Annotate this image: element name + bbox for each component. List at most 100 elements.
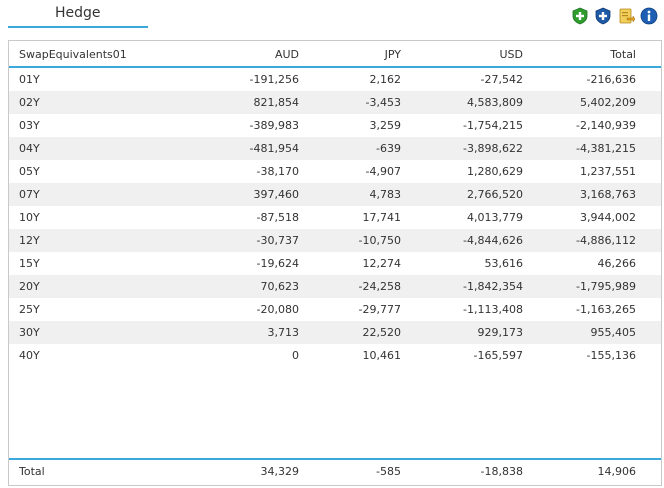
table-cell: -4,381,215: [576, 142, 636, 155]
table-cell: -3,453: [365, 96, 401, 109]
table-row[interactable]: 40Y 0 10,461 -165,597 -155,136: [9, 344, 661, 367]
row-label: 40Y: [19, 349, 40, 362]
table-cell: -191,256: [249, 73, 299, 86]
row-label: 01Y: [19, 73, 40, 86]
row-label: 02Y: [19, 96, 40, 109]
header-divider: [9, 66, 661, 68]
row-label: 05Y: [19, 165, 40, 178]
table-cell: 3,944,002: [580, 211, 636, 224]
table-cell: 3,713: [267, 326, 300, 339]
table-row[interactable]: 15Y -19,624 12,274 53,616 46,266: [9, 252, 661, 275]
toolbar: [571, 7, 658, 25]
table-row[interactable]: 02Y 821,854 -3,453 4,583,809 5,402,209: [9, 91, 661, 114]
row-label: 10Y: [19, 211, 40, 224]
table-cell: 12,274: [362, 257, 402, 270]
table-cell: 821,854: [253, 96, 300, 109]
table-cell: -1,754,215: [463, 119, 523, 132]
footer-cell: Total: [19, 465, 45, 478]
tab-hedge[interactable]: Hedge: [8, 0, 148, 28]
table-row[interactable]: 04Y -481,954 -639 -3,898,622 -4,381,215: [9, 137, 661, 160]
table-cell: 3,259: [369, 119, 402, 132]
table-cell: -19,624: [256, 257, 299, 270]
table-row[interactable]: 20Y 70,623 -24,258 -1,842,354 -1,795,989: [9, 275, 661, 298]
table-cell: -165,597: [473, 349, 523, 362]
table-cell: 2,162: [369, 73, 402, 86]
table-cell: 5,402,209: [580, 96, 636, 109]
table-cell: -30,737: [256, 234, 299, 247]
table-cell: -20,080: [256, 303, 299, 316]
row-label: 12Y: [19, 234, 40, 247]
table-cell: -3,898,622: [463, 142, 523, 155]
column-header[interactable]: SwapEquivalents01: [19, 48, 127, 61]
footer-cell: -585: [376, 465, 401, 478]
table-row[interactable]: 10Y -87,518 17,741 4,013,779 3,944,002: [9, 206, 661, 229]
table-cell: -87,518: [256, 211, 299, 224]
table-cell: -29,777: [358, 303, 401, 316]
table-cell: 70,623: [260, 280, 300, 293]
table-cell: -38,170: [256, 165, 299, 178]
table-cell: -24,258: [358, 280, 401, 293]
row-label: 30Y: [19, 326, 40, 339]
table-cell: 397,460: [253, 188, 300, 201]
footer-cell: 34,329: [260, 465, 300, 478]
table-cell: 17,741: [362, 211, 402, 224]
footer-cell: -18,838: [480, 465, 523, 478]
row-label: 04Y: [19, 142, 40, 155]
table-cell: 4,583,809: [467, 96, 523, 109]
table-cell: -481,954: [249, 142, 299, 155]
column-header[interactable]: JPY: [384, 48, 401, 61]
table-cell: 53,616: [484, 257, 524, 270]
column-header[interactable]: AUD: [274, 48, 299, 61]
table-cell: 22,520: [362, 326, 402, 339]
table-cell: -4,907: [365, 165, 401, 178]
table-row[interactable]: 01Y -191,256 2,162 -27,542 -216,636: [9, 68, 661, 91]
hedge-grid: SwapEquivalents01 AUD JPY USD Total 01Y -…: [8, 40, 662, 486]
table-cell: -216,636: [586, 73, 636, 86]
column-header[interactable]: USD: [499, 48, 523, 61]
row-label: 25Y: [19, 303, 40, 316]
table-cell: -4,886,112: [576, 234, 636, 247]
footer-cell: 14,906: [597, 465, 637, 478]
table-cell: -2,140,939: [576, 119, 636, 132]
table-cell: 3,168,763: [580, 188, 636, 201]
table-cell: 1,237,551: [580, 165, 636, 178]
table-cell: 955,405: [590, 326, 637, 339]
table-row[interactable]: 03Y -389,983 3,259 -1,754,215 -2,140,939: [9, 114, 661, 137]
row-label: 03Y: [19, 119, 40, 132]
table-cell: 4,783: [369, 188, 402, 201]
table-cell: 0: [292, 349, 299, 362]
row-label: 15Y: [19, 257, 40, 270]
table-row[interactable]: 07Y 397,460 4,783 2,766,520 3,168,763: [9, 183, 661, 206]
table-row[interactable]: 05Y -38,170 -4,907 1,280,629 1,237,551: [9, 160, 661, 183]
table-cell: 1,280,629: [467, 165, 523, 178]
table-row[interactable]: 12Y -30,737 -10,750 -4,844,626 -4,886,112: [9, 229, 661, 252]
table-cell: -27,542: [480, 73, 523, 86]
table-cell: 4,013,779: [467, 211, 523, 224]
tab-hedge-label: Hedge: [55, 5, 101, 21]
table-cell: -1,163,265: [576, 303, 636, 316]
footer-divider: [9, 458, 661, 460]
table-footer: Total 34,329 -585 -18,838 14,906: [9, 460, 661, 483]
table-row[interactable]: 30Y 3,713 22,520 929,173 955,405: [9, 321, 661, 344]
column-header[interactable]: Total: [610, 48, 636, 61]
add-green-icon[interactable]: [571, 7, 589, 25]
table-cell: -1,795,989: [576, 280, 636, 293]
panel-header: Hedge: [0, 0, 664, 30]
table-cell: 2,766,520: [467, 188, 523, 201]
table-cell: -4,844,626: [463, 234, 523, 247]
table-cell: -389,983: [249, 119, 299, 132]
add-blue-icon[interactable]: [594, 7, 612, 25]
table-cell: 929,173: [477, 326, 524, 339]
row-label: 20Y: [19, 280, 40, 293]
table-row[interactable]: 25Y -20,080 -29,777 -1,113,408 -1,163,265: [9, 298, 661, 321]
table-cell: -155,136: [586, 349, 636, 362]
export-icon[interactable]: [617, 7, 635, 25]
table-cell: -1,842,354: [463, 280, 523, 293]
table-cell: -1,113,408: [463, 303, 523, 316]
table-cell: 46,266: [597, 257, 637, 270]
table-cell: -639: [376, 142, 401, 155]
table-header: SwapEquivalents01 AUD JPY USD Total: [9, 43, 661, 66]
table-cell: -10,750: [358, 234, 401, 247]
table-cell: 10,461: [362, 349, 402, 362]
info-icon[interactable]: [640, 7, 658, 25]
